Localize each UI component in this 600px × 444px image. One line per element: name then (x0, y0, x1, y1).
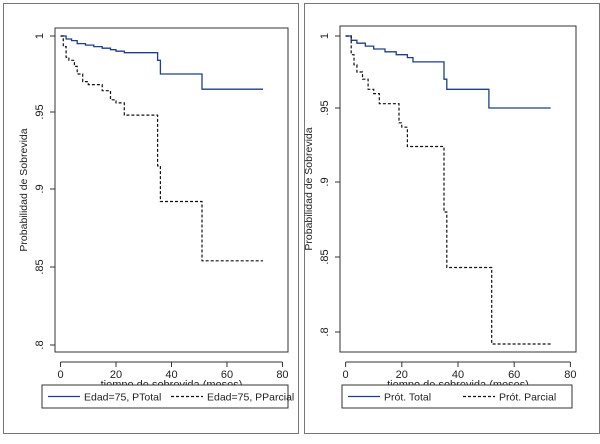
y-tick-label: .85 (319, 249, 331, 264)
legend-box (41, 384, 289, 409)
legend: Edad=75, PTotal Edad=75, PParcial (41, 384, 294, 409)
y-tick-label: .9 (34, 184, 46, 193)
series-line-2 (60, 35, 263, 262)
legend-box (341, 384, 573, 409)
legend-label-1: Prót. Total (384, 392, 431, 404)
chart-panel-2: 0 20 40 60 80 1 .95 .9 .85 .8 Probabilidad de Sobr… (303, 3, 600, 434)
series-line-1 (60, 35, 263, 90)
series-line-2 (345, 35, 551, 345)
x-tick-label: 0 (343, 369, 349, 381)
legend-label-2: Prót. Parcial (499, 392, 556, 404)
series-line-1 (345, 35, 551, 109)
y-tick-label: .8 (34, 340, 46, 349)
x-tick-label: 80 (564, 369, 576, 381)
y-axis-title: Probabilidad de Sobrevida (18, 128, 30, 251)
y-tick-label: .9 (319, 177, 331, 186)
legend-label-2: Edad=75, PParcial (207, 392, 294, 404)
y-tick-label: .95 (319, 100, 331, 115)
y-tick-label: .8 (319, 327, 331, 336)
y-tick-label: 1 (34, 33, 46, 39)
legend-label-1: Edad=75, PTotal (84, 392, 161, 404)
y-tick-label: 1 (319, 33, 331, 39)
x-tick-label: 80 (276, 369, 288, 381)
x-tick-label: 20 (396, 369, 408, 381)
x-tick-label: 20 (110, 369, 122, 381)
plot-area (54, 27, 289, 353)
y-tick-label: .95 (34, 104, 46, 119)
chart-panel-1: 0 20 40 60 80 1 .95 .9 .85 .8 Probabilidad de Sobr… (3, 3, 299, 434)
x-tick-label: 40 (165, 369, 177, 381)
x-tick-label: 40 (452, 369, 464, 381)
y-tick-label: .85 (34, 259, 46, 274)
legend: Prót. Total Prót. Parcial (341, 384, 573, 409)
y-axis-title: Probabilidad de Sobrevida (303, 127, 315, 250)
x-tick-label: 60 (221, 369, 233, 381)
x-tick-label: 0 (57, 369, 63, 381)
plot-area (339, 25, 577, 353)
x-tick-label: 60 (508, 369, 520, 381)
